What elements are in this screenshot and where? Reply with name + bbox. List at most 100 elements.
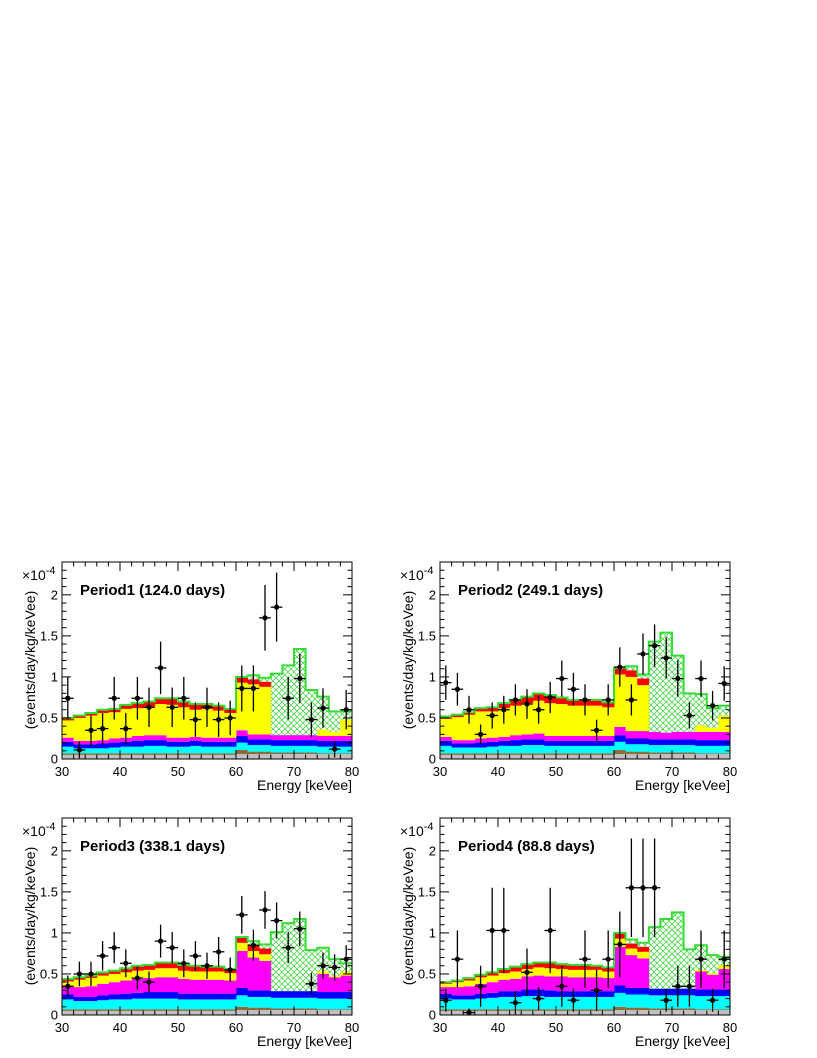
- bar-yellow: [96, 975, 109, 984]
- bar-brown: [166, 753, 179, 755]
- bar-red: [556, 697, 568, 705]
- bar-blue: [259, 739, 272, 746]
- bar-gray: [224, 1010, 237, 1015]
- bar-red: [509, 966, 522, 972]
- bar-magenta: [718, 731, 731, 741]
- bar-cyan: [718, 745, 731, 754]
- total-line: [62, 648, 352, 719]
- bar-magenta: [498, 979, 510, 992]
- bar-cyan: [328, 998, 341, 1010]
- bar-brown: [96, 1009, 109, 1011]
- bar-gray: [637, 754, 650, 759]
- bar-yellow: [706, 973, 719, 975]
- bar-excess: [695, 694, 707, 726]
- bar-magenta: [305, 735, 318, 741]
- bar-brown: [556, 753, 568, 755]
- data-point: [544, 681, 556, 714]
- bar-blue: [648, 739, 661, 746]
- bar-brown: [120, 1009, 132, 1011]
- bar-gray: [521, 1010, 534, 1015]
- y-tick-label: 1.5: [40, 628, 58, 643]
- bar-yellow: [178, 707, 190, 738]
- bar-brown: [695, 753, 708, 755]
- bar-gray: [282, 754, 295, 759]
- bar-blue: [62, 741, 74, 747]
- bar-magenta: [154, 977, 167, 993]
- bar-brown: [567, 753, 580, 755]
- bar-red: [73, 715, 86, 718]
- bar-blue: [294, 740, 306, 746]
- y-exponent-power: -4: [46, 821, 56, 833]
- bar-cyan: [521, 996, 534, 1010]
- y-exponent-power: -4: [424, 565, 434, 577]
- data-point: [189, 941, 202, 971]
- data-point: [154, 641, 167, 695]
- bar-gray: [143, 1010, 156, 1015]
- total-line: [440, 911, 730, 984]
- bar-cyan: [614, 992, 626, 1007]
- bar-red: [590, 699, 603, 706]
- y-tick-label: 0.5: [40, 966, 58, 981]
- bar-excess: [625, 939, 638, 944]
- bar-brown: [259, 1007, 272, 1011]
- bar-gray: [166, 754, 179, 759]
- bar-brown: [294, 1008, 306, 1011]
- bar-brown: [648, 1008, 661, 1011]
- bar-cyan: [96, 1000, 109, 1010]
- bar-magenta: [567, 736, 580, 741]
- bar-brown: [282, 752, 295, 755]
- bar-gray: [625, 1010, 638, 1015]
- bar-gray: [259, 1010, 272, 1015]
- bar-gray: [660, 1010, 673, 1015]
- y-tick-label: 0: [429, 1008, 436, 1023]
- bar-blue: [154, 740, 167, 746]
- bar-yellow: [706, 727, 719, 732]
- data-point: [317, 952, 329, 979]
- bar-gray: [440, 1010, 452, 1015]
- bar-brown: [189, 1009, 202, 1011]
- bar-red: [212, 966, 225, 972]
- bar-brown: [178, 753, 190, 755]
- x-tick-label: 80: [723, 1020, 737, 1035]
- bar-brown: [224, 1009, 237, 1011]
- bar-gray: [201, 1010, 214, 1015]
- data-point: [294, 911, 306, 947]
- bar-brown: [544, 753, 557, 755]
- y-tick-label: 1: [429, 925, 436, 940]
- bar-brown: [282, 1008, 295, 1011]
- x-tick-label: 70: [287, 1020, 301, 1035]
- bar-yellow: [509, 971, 522, 979]
- bar-cyan: [648, 995, 661, 1009]
- data-point: [590, 969, 603, 1011]
- panel-period2: 30 40 50 60 70 80 0 0.5 1 1.5 2 Period2 (249.1 day…: [400, 561, 737, 793]
- bar-magenta: [340, 975, 353, 993]
- bar-cyan: [660, 745, 673, 753]
- data-point: [683, 965, 696, 1007]
- data-point: [166, 932, 178, 964]
- bar-magenta: [236, 730, 248, 737]
- bar-red: [625, 670, 638, 677]
- bar-gray: [486, 754, 499, 759]
- x-tick-label: 60: [607, 764, 621, 779]
- bar-blue: [706, 740, 719, 746]
- bar-cyan: [706, 745, 719, 754]
- data-point: [259, 891, 271, 929]
- data-point: [625, 838, 638, 938]
- bar-yellow: [236, 942, 248, 951]
- data-point: [695, 660, 707, 697]
- bar-blue: [247, 739, 260, 746]
- data-point: [509, 991, 522, 1015]
- bar-red: [96, 709, 109, 714]
- bar-cyan: [556, 745, 568, 754]
- bar-magenta: [625, 955, 638, 988]
- y-tick-label: 0.5: [418, 710, 436, 725]
- bar-red: [590, 965, 603, 970]
- bar-magenta: [259, 960, 272, 991]
- bar-gray: [718, 1010, 731, 1015]
- x-tick-label: 40: [491, 764, 505, 779]
- bar-gray: [474, 1010, 487, 1015]
- data-point: [178, 949, 190, 978]
- bar-yellow: [166, 968, 179, 978]
- bar-cyan: [73, 1001, 86, 1010]
